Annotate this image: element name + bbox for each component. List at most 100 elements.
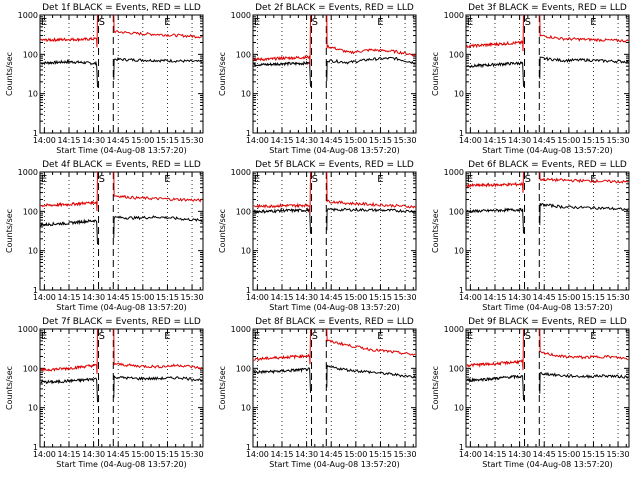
y-tick-label: 10	[454, 247, 464, 256]
x-tick-label: 15:15	[582, 293, 605, 302]
chart-panel-1: Det 1f BLACK = Events, RED = LLD 1 10 100 10…	[5, 3, 204, 155]
y-tick-label: 1000	[18, 325, 38, 334]
x-tick-label: 14:00	[33, 450, 56, 459]
y-tick-label: 1000	[444, 11, 464, 20]
x-tick-label: 15:30	[181, 293, 204, 302]
x-tick-label: 14:15	[483, 450, 506, 459]
y-axis-label: Counts/sec	[431, 209, 440, 253]
y-tick-label: 1	[459, 129, 464, 138]
x-tick-label: 14:45	[107, 450, 130, 459]
x-tick-label: 14:00	[459, 136, 482, 145]
x-tick-label: 14:15	[270, 450, 293, 459]
x-axis-label: Start Time (04-Aug-08 13:57:20)	[269, 303, 400, 312]
pass-mark-1: E	[467, 17, 473, 28]
x-tick-label: 15:00	[131, 136, 154, 145]
x-tick-label: 14:15	[57, 450, 80, 459]
panel-title: Det 3f BLACK = Events, RED = LLD	[468, 3, 627, 13]
lld-series-line	[539, 328, 629, 361]
pass-mark-3: E	[590, 331, 596, 342]
y-tick-label: 1000	[231, 325, 251, 334]
pass-mark-1: E	[467, 174, 473, 185]
pass-mark-3: E	[377, 331, 383, 342]
events-series-line	[40, 377, 98, 403]
pass-mark-3: E	[590, 17, 596, 28]
events-series-line	[113, 57, 203, 80]
y-tick-label: 10	[28, 247, 38, 256]
y-axis-label: Counts/sec	[431, 366, 440, 410]
x-tick-label: 15:00	[557, 450, 580, 459]
pass-mark-2: S	[99, 331, 105, 342]
y-tick-label: 100	[23, 364, 38, 373]
y-tick-label: 10	[28, 404, 38, 413]
x-tick-label: 15:00	[131, 293, 154, 302]
y-tick-label: 100	[236, 364, 251, 373]
lld-series-line	[40, 328, 98, 374]
x-tick-label: 14:30	[508, 293, 531, 302]
y-tick-label: 1	[246, 129, 251, 138]
chart-panel-5: Det 5f BLACK = Events, RED = LLD 1 10 100 10…	[218, 160, 417, 312]
x-tick-label: 14:00	[33, 293, 56, 302]
x-tick-label: 15:30	[394, 293, 417, 302]
events-series-line	[253, 207, 311, 234]
x-tick-label: 14:15	[483, 293, 506, 302]
x-tick-label: 14:30	[508, 136, 531, 145]
x-tick-label: 15:00	[344, 136, 367, 145]
lld-series-line	[113, 328, 203, 371]
y-tick-label: 10	[454, 404, 464, 413]
pass-mark-2: S	[312, 331, 318, 342]
plot-frame	[252, 328, 417, 448]
chart-panel-3: Det 3f BLACK = Events, RED = LLD 1 10 100 10…	[431, 3, 630, 155]
panel-title: Det 6f BLACK = Events, RED = LLD	[468, 160, 627, 170]
chart-panel-6: Det 6f BLACK = Events, RED = LLD 1 10 100 10…	[431, 160, 630, 312]
events-series-line	[466, 61, 524, 87]
y-axis-label: Counts/sec	[218, 52, 227, 96]
lld-series-line	[253, 171, 311, 214]
events-series-line	[253, 367, 311, 393]
x-tick-label: 14:45	[107, 293, 130, 302]
lld-series-line	[466, 328, 524, 371]
events-series-line	[40, 218, 98, 245]
chart-panel-4: Det 4f BLACK = Events, RED = LLD 1 10 100 10…	[5, 160, 204, 312]
x-axis-label: Start Time (04-Aug-08 13:57:20)	[56, 460, 187, 469]
y-axis-label: Counts/sec	[218, 366, 227, 410]
x-tick-label: 15:30	[181, 450, 204, 459]
pass-mark-3: E	[164, 174, 170, 185]
x-tick-label: 15:00	[557, 293, 580, 302]
events-series-line	[326, 56, 416, 82]
x-tick-label: 14:15	[270, 293, 293, 302]
y-tick-label: 100	[236, 50, 251, 59]
lld-series-line	[253, 14, 311, 66]
y-tick-label: 1	[246, 443, 251, 452]
y-tick-label: 1	[33, 443, 38, 452]
x-tick-label: 15:30	[181, 136, 204, 145]
lld-series-line	[113, 14, 203, 39]
y-tick-label: 100	[23, 50, 38, 59]
x-axis-label: Start Time (04-Aug-08 13:57:20)	[482, 146, 613, 155]
x-tick-label: 15:15	[156, 450, 179, 459]
y-tick-label: 1	[246, 286, 251, 295]
x-axis-label: Start Time (04-Aug-08 13:57:20)	[482, 303, 613, 312]
x-tick-label: 14:45	[320, 450, 343, 459]
y-tick-label: 10	[241, 90, 251, 99]
x-tick-label: 15:30	[607, 293, 630, 302]
x-axis-label: Start Time (04-Aug-08 13:57:20)	[56, 146, 187, 155]
panel-title: Det 7f BLACK = Events, RED = LLD	[42, 317, 201, 327]
lld-series-line	[40, 171, 98, 212]
chart-panel-9: Det 9f BLACK = Events, RED = LLD 1 10 100 10…	[431, 317, 630, 469]
events-series-line	[326, 207, 416, 231]
y-tick-label: 1000	[444, 168, 464, 177]
lld-series-line	[253, 328, 311, 365]
pass-mark-2: S	[312, 174, 318, 185]
x-tick-label: 15:30	[394, 136, 417, 145]
pass-mark-1: E	[254, 174, 260, 185]
x-tick-label: 14:30	[295, 136, 318, 145]
events-series-line	[113, 215, 203, 239]
panel-title: Det 2f BLACK = Events, RED = LLD	[255, 3, 414, 13]
x-tick-label: 14:45	[320, 293, 343, 302]
y-tick-label: 1000	[231, 168, 251, 177]
x-tick-label: 15:00	[557, 136, 580, 145]
lld-series-line	[326, 14, 416, 57]
x-tick-label: 14:45	[107, 136, 130, 145]
x-tick-label: 14:15	[270, 136, 293, 145]
panel-title: Det 5f BLACK = Events, RED = LLD	[255, 160, 414, 170]
